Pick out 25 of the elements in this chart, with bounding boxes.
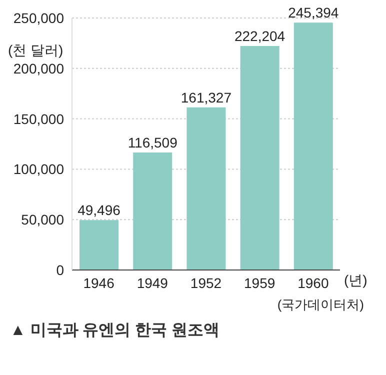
x-tick-label: 1952 [190,274,222,291]
y-tick-label: 100,000 [13,161,64,178]
text: (국가데이터처) [277,296,364,314]
bar [80,220,119,270]
y-axis-title: (천 달러) [8,42,64,60]
bar [186,107,226,270]
y-tick-label: 50,000 [21,212,64,228]
data-label: 222,204 [234,28,286,44]
bar [240,46,280,270]
text: ▲ 미국과 유엔의 한국 원조액 [10,321,220,341]
data-label: 49,496 [78,202,121,218]
y-tick-label: 250,000 [13,10,64,26]
y-tick-label: 150,000 [13,110,64,127]
x-tick-label: 1949 [136,274,168,291]
y-tick-label: 0 [56,262,64,278]
bar [133,152,172,270]
x-axis-title: (년) [344,272,368,290]
x-tick-label: 1946 [83,274,115,291]
data-label: 116,509 [128,134,178,151]
data-label: 161,327 [180,89,232,106]
x-tick-label: 1959 [244,274,276,291]
y-tick-label: 200,000 [13,60,64,76]
bar [294,22,333,270]
x-tick-label: 1960 [298,274,329,291]
data-label: 245,394 [288,4,339,21]
